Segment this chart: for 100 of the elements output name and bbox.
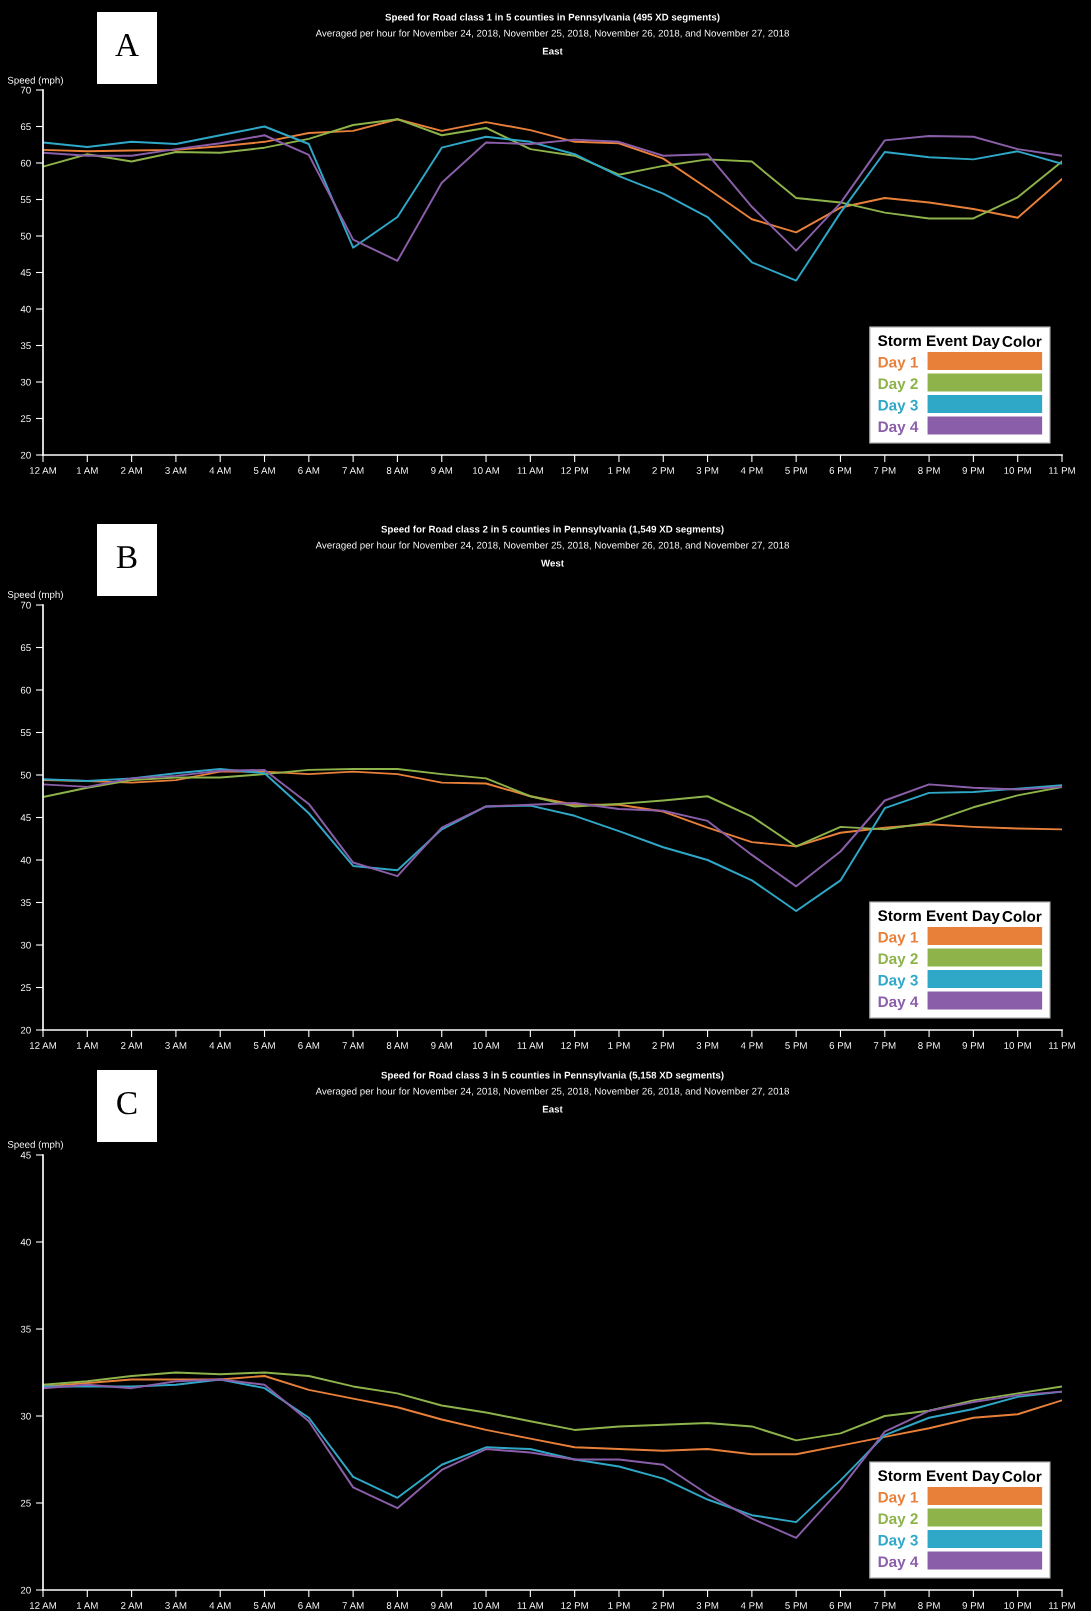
x-tick-label: 3 AM	[165, 1602, 187, 1609]
x-tick-label: 1 PM	[608, 1042, 630, 1049]
chart-subtitle: Averaged per hour for November 24, 2018, November 25, 2018, November 26, 2018, and November 27, 2018	[315, 29, 789, 39]
y-tick-label: 30	[20, 1412, 31, 1420]
line-series	[43, 134, 1062, 262]
x-tick-label: 10 PM	[1004, 1042, 1031, 1049]
y-tick-label: 65	[20, 644, 31, 652]
legend-title: Storm Event Day	[878, 335, 1000, 350]
text: Day 4	[878, 996, 919, 1011]
x-tick-label: 2 PM	[652, 1042, 674, 1049]
chart-title: Speed for Road class 2 in 5 counties in Pennsylvania (1,549 XD segments)	[381, 525, 724, 535]
x-tick-label: 8 PM	[918, 1042, 940, 1049]
x-tick-label: 3 AM	[165, 1042, 187, 1049]
x-tick-label: 6 PM	[829, 1602, 852, 1609]
y-tick-label: 55	[20, 196, 31, 204]
x-tick-label: 1 PM	[608, 1602, 630, 1609]
text: Day 3	[878, 399, 918, 414]
text: Day 4	[878, 421, 919, 436]
y-tick-label: 20	[20, 1026, 31, 1034]
x-tick-label: 9 PM	[962, 1602, 984, 1609]
x-tick-label: 12 PM	[561, 467, 588, 474]
x-tick-label: 7 PM	[873, 1602, 896, 1609]
text: East	[542, 47, 563, 55]
y-tick-label: 30	[20, 378, 31, 386]
x-tick-label: 4 PM	[740, 467, 763, 474]
x-tick-label: 3 AM	[165, 467, 187, 474]
y-tick-label: 25	[20, 984, 31, 992]
text: Day 4	[878, 1556, 919, 1571]
x-tick-label: 6 PM	[829, 1042, 852, 1049]
x-tick-label: 11 PM	[1049, 467, 1075, 474]
x-tick-label: 12 AM	[29, 1042, 56, 1049]
y-axis-title: Speed (mph)	[7, 590, 63, 600]
x-tick-label: 12 AM	[29, 467, 56, 474]
x-tick-label: 10 PM	[1004, 1602, 1031, 1609]
text: C	[117, 1091, 137, 1115]
y-tick-label: 50	[20, 232, 31, 240]
x-tick-label: 5 PM	[785, 467, 807, 474]
x-tick-label: 9 AM	[431, 467, 453, 474]
y-tick-label: 60	[20, 159, 31, 167]
x-tick-label: 9 PM	[962, 1042, 984, 1049]
chart-title: Speed for Road class 3 in 5 counties in Pennsylvania (5,158 XD segments)	[381, 1071, 724, 1081]
y-tick-label: 25	[20, 415, 31, 423]
text: A	[115, 34, 139, 57]
x-tick-label: 1 AM	[76, 1602, 98, 1609]
x-tick-label: 2 AM	[121, 1042, 142, 1049]
x-tick-label: 4 PM	[740, 1602, 763, 1609]
x-tick-label: 5 PM	[785, 1042, 807, 1049]
annotation: Color	[1002, 335, 1042, 347]
line-series	[43, 125, 1062, 282]
y-tick-label: 70	[20, 86, 31, 94]
x-tick-label: 2 PM	[652, 467, 674, 474]
chart-subtitle: Averaged per hour for November 24, 2018, November 25, 2018, November 26, 2018, and November 27, 2018	[315, 1087, 789, 1097]
x-tick-label: 5 AM	[253, 467, 275, 474]
x-tick-label: 10 PM	[1004, 467, 1031, 474]
x-tick-label: 9 AM	[431, 1602, 453, 1609]
annotation: Color	[1002, 910, 1042, 922]
legend-title: Storm Event Day	[878, 1470, 1000, 1485]
x-tick-label: 8 PM	[918, 1602, 940, 1609]
x-tick-label: 11 AM	[517, 467, 543, 474]
x-tick-label: 4 AM	[209, 1042, 231, 1049]
x-tick-label: 9 PM	[962, 467, 984, 474]
y-tick-label: 45	[20, 269, 31, 277]
x-tick-label: 6 AM	[298, 467, 320, 474]
x-tick-label: 4 PM	[740, 1042, 763, 1049]
y-tick-label: 45	[20, 1151, 31, 1159]
x-tick-label: 11 PM	[1049, 1602, 1075, 1609]
y-tick-label: 35	[20, 1325, 31, 1333]
line-series	[43, 768, 1062, 912]
text: Day 2	[878, 378, 918, 393]
x-tick-label: 2 AM	[121, 1602, 142, 1609]
y-tick-label: 65	[20, 123, 31, 131]
line-series	[43, 768, 1062, 888]
x-tick-label: 7 PM	[873, 1042, 896, 1049]
y-tick-label: 55	[20, 729, 31, 737]
y-tick-label: 25	[20, 1499, 31, 1507]
text: Day 2	[878, 953, 918, 968]
x-tick-label: 8 PM	[918, 467, 940, 474]
x-tick-label: 8 AM	[386, 1602, 408, 1609]
x-tick-label: 3 PM	[696, 467, 719, 474]
y-tick-label: 40	[20, 1238, 31, 1246]
x-tick-label: 12 PM	[561, 1042, 588, 1049]
text: West	[540, 559, 564, 567]
y-tick-label: 60	[20, 686, 31, 694]
text: East	[542, 1105, 563, 1113]
x-tick-label: 6 AM	[298, 1042, 320, 1049]
text: Day 1	[878, 356, 918, 371]
x-tick-label: 1 PM	[608, 467, 630, 474]
y-tick-label: 20	[20, 1586, 31, 1594]
x-tick-label: 6 PM	[829, 467, 852, 474]
x-tick-label: 7 AM	[342, 467, 364, 474]
x-tick-label: 3 PM	[696, 1042, 719, 1049]
text: Day 3	[878, 1534, 918, 1549]
chart-title: Speed for Road class 1 in 5 counties in Pennsylvania (495 XD segments)	[385, 13, 720, 23]
x-tick-label: 4 AM	[209, 467, 231, 474]
y-axis-title: Speed (mph)	[7, 1140, 63, 1150]
y-tick-label: 40	[20, 856, 31, 864]
y-tick-label: 30	[20, 941, 31, 949]
x-tick-label: 3 PM	[696, 1602, 719, 1609]
y-tick-label: 70	[20, 601, 31, 609]
chart-subtitle: Averaged per hour for November 24, 2018, November 25, 2018, November 26, 2018, and November 27, 2018	[315, 541, 789, 551]
